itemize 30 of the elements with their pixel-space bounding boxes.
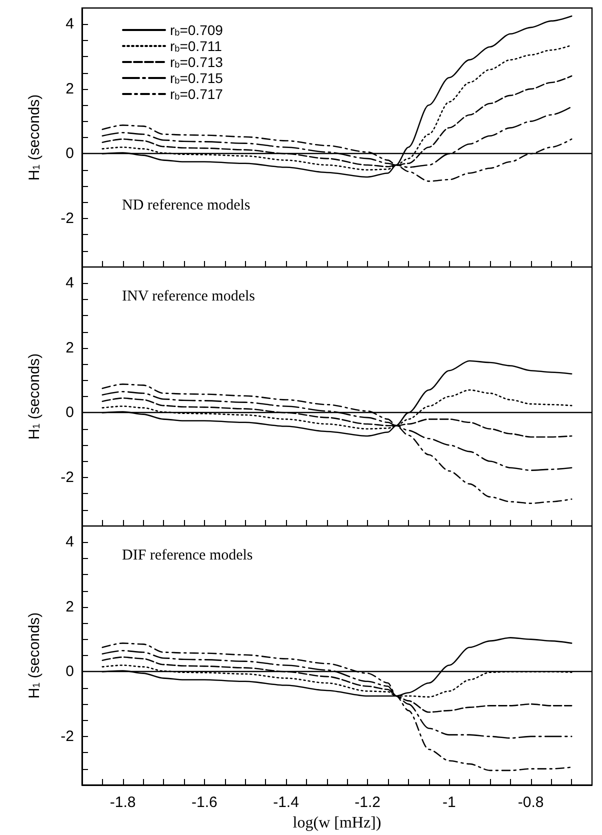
y-tick-label: 2 [66,80,74,98]
y-tick-label: 4 [66,16,74,33]
y-tick-label: -2 [60,210,74,227]
y-axis-title: H1 (seconds) [26,94,43,181]
y-tick-label: 2 [66,598,74,616]
legend-label: rb=0.711 [170,38,222,54]
y-tick-label: 0 [66,404,74,422]
x-axis-title: log(w [mHz]) [292,814,382,832]
legend-label: rb=0.717 [170,86,224,102]
legend-label: rb=0.715 [170,70,224,86]
x-tick-label: -1.2 [354,794,381,811]
y-axis-title: H1 (seconds) [26,612,43,699]
y-tick-label: 4 [66,534,74,551]
annotation: ND reference models [122,198,250,214]
y-tick-label: 0 [66,145,74,162]
annotation: DIF reference models [122,548,253,564]
annotation: INV reference models [122,288,256,304]
legend-label: rb=0.713 [170,54,224,70]
y-tick-label: 4 [66,274,74,292]
x-tick-label: -0.8 [518,794,544,811]
x-tick-label: -1.4 [273,794,299,811]
y-tick-label: 2 [66,339,74,356]
y-axis-title: H1 (seconds) [26,353,43,440]
x-tick-label: -1.6 [191,794,218,811]
y-tick-label: -2 [60,468,74,486]
y-tick-label: -2 [60,728,74,745]
y-tick-label: 0 [66,663,74,680]
x-tick-label: -1.8 [110,794,136,811]
legend-label: rb=0.709 [170,22,224,38]
x-tick-label: -1 [442,794,456,811]
